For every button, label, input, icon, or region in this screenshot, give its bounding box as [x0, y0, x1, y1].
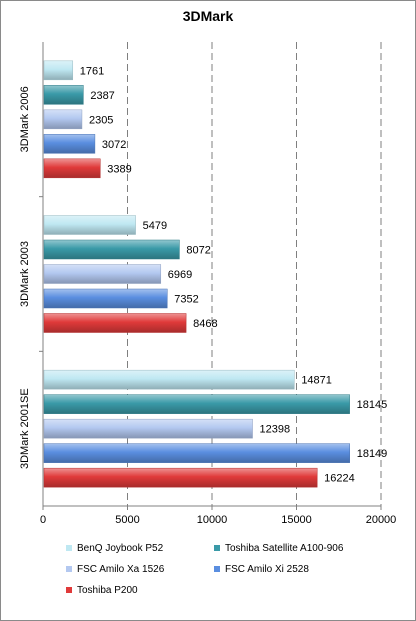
bar	[43, 369, 295, 390]
legend-swatch	[214, 545, 220, 551]
legend-swatch	[66, 587, 72, 593]
bar	[43, 418, 253, 439]
data-label: 14871	[301, 375, 332, 387]
x-tick-label: 5000	[115, 514, 139, 526]
data-label: 6969	[168, 269, 192, 281]
category-label: 3DMark 2003	[19, 241, 31, 307]
category-label: 3DMark 2006	[19, 86, 31, 152]
bar	[43, 394, 350, 414]
legend-label: Toshiba Satellite A100-906	[225, 543, 344, 554]
legend-label: BenQ Joybook P52	[77, 543, 164, 554]
x-tick-label: 20000	[366, 514, 397, 526]
bar	[43, 109, 83, 130]
data-label: 2305	[89, 114, 113, 126]
bar	[43, 85, 84, 105]
bar	[43, 239, 180, 260]
legend-swatch	[66, 566, 72, 572]
legend-swatch	[66, 545, 72, 551]
legend-label: FSC Amilo Xi 2528	[225, 564, 309, 575]
data-label: 7352	[174, 294, 198, 306]
bar	[43, 215, 136, 235]
x-tick-label: 0	[40, 514, 46, 526]
data-label: 5479	[143, 220, 167, 232]
data-label: 3389	[107, 163, 131, 175]
chart-title: 3DMark	[182, 8, 234, 24]
bar	[43, 313, 187, 333]
x-tick-label: 10000	[197, 514, 228, 526]
data-label: 12398	[260, 424, 291, 436]
bar	[43, 134, 96, 154]
x-tick-label: 15000	[281, 514, 312, 526]
data-label: 8072	[186, 245, 210, 257]
data-label: 18149	[357, 448, 388, 460]
data-label: 16224	[324, 473, 355, 485]
bar	[43, 264, 162, 284]
data-label: 8468	[193, 318, 217, 330]
bar	[43, 467, 318, 488]
legend-label: Toshiba P200	[77, 585, 138, 596]
bar	[43, 288, 168, 309]
bar	[43, 60, 74, 81]
data-label: 2387	[90, 90, 114, 102]
data-label: 3072	[102, 139, 126, 151]
data-label: 1761	[80, 65, 104, 77]
legend-label: FSC Amilo Xa 1526	[77, 564, 165, 575]
data-label: 18145	[357, 399, 388, 411]
category-label: 3DMark 2001SE	[19, 388, 31, 469]
bar	[43, 158, 101, 179]
legend-swatch	[214, 566, 220, 572]
bar	[43, 443, 350, 463]
